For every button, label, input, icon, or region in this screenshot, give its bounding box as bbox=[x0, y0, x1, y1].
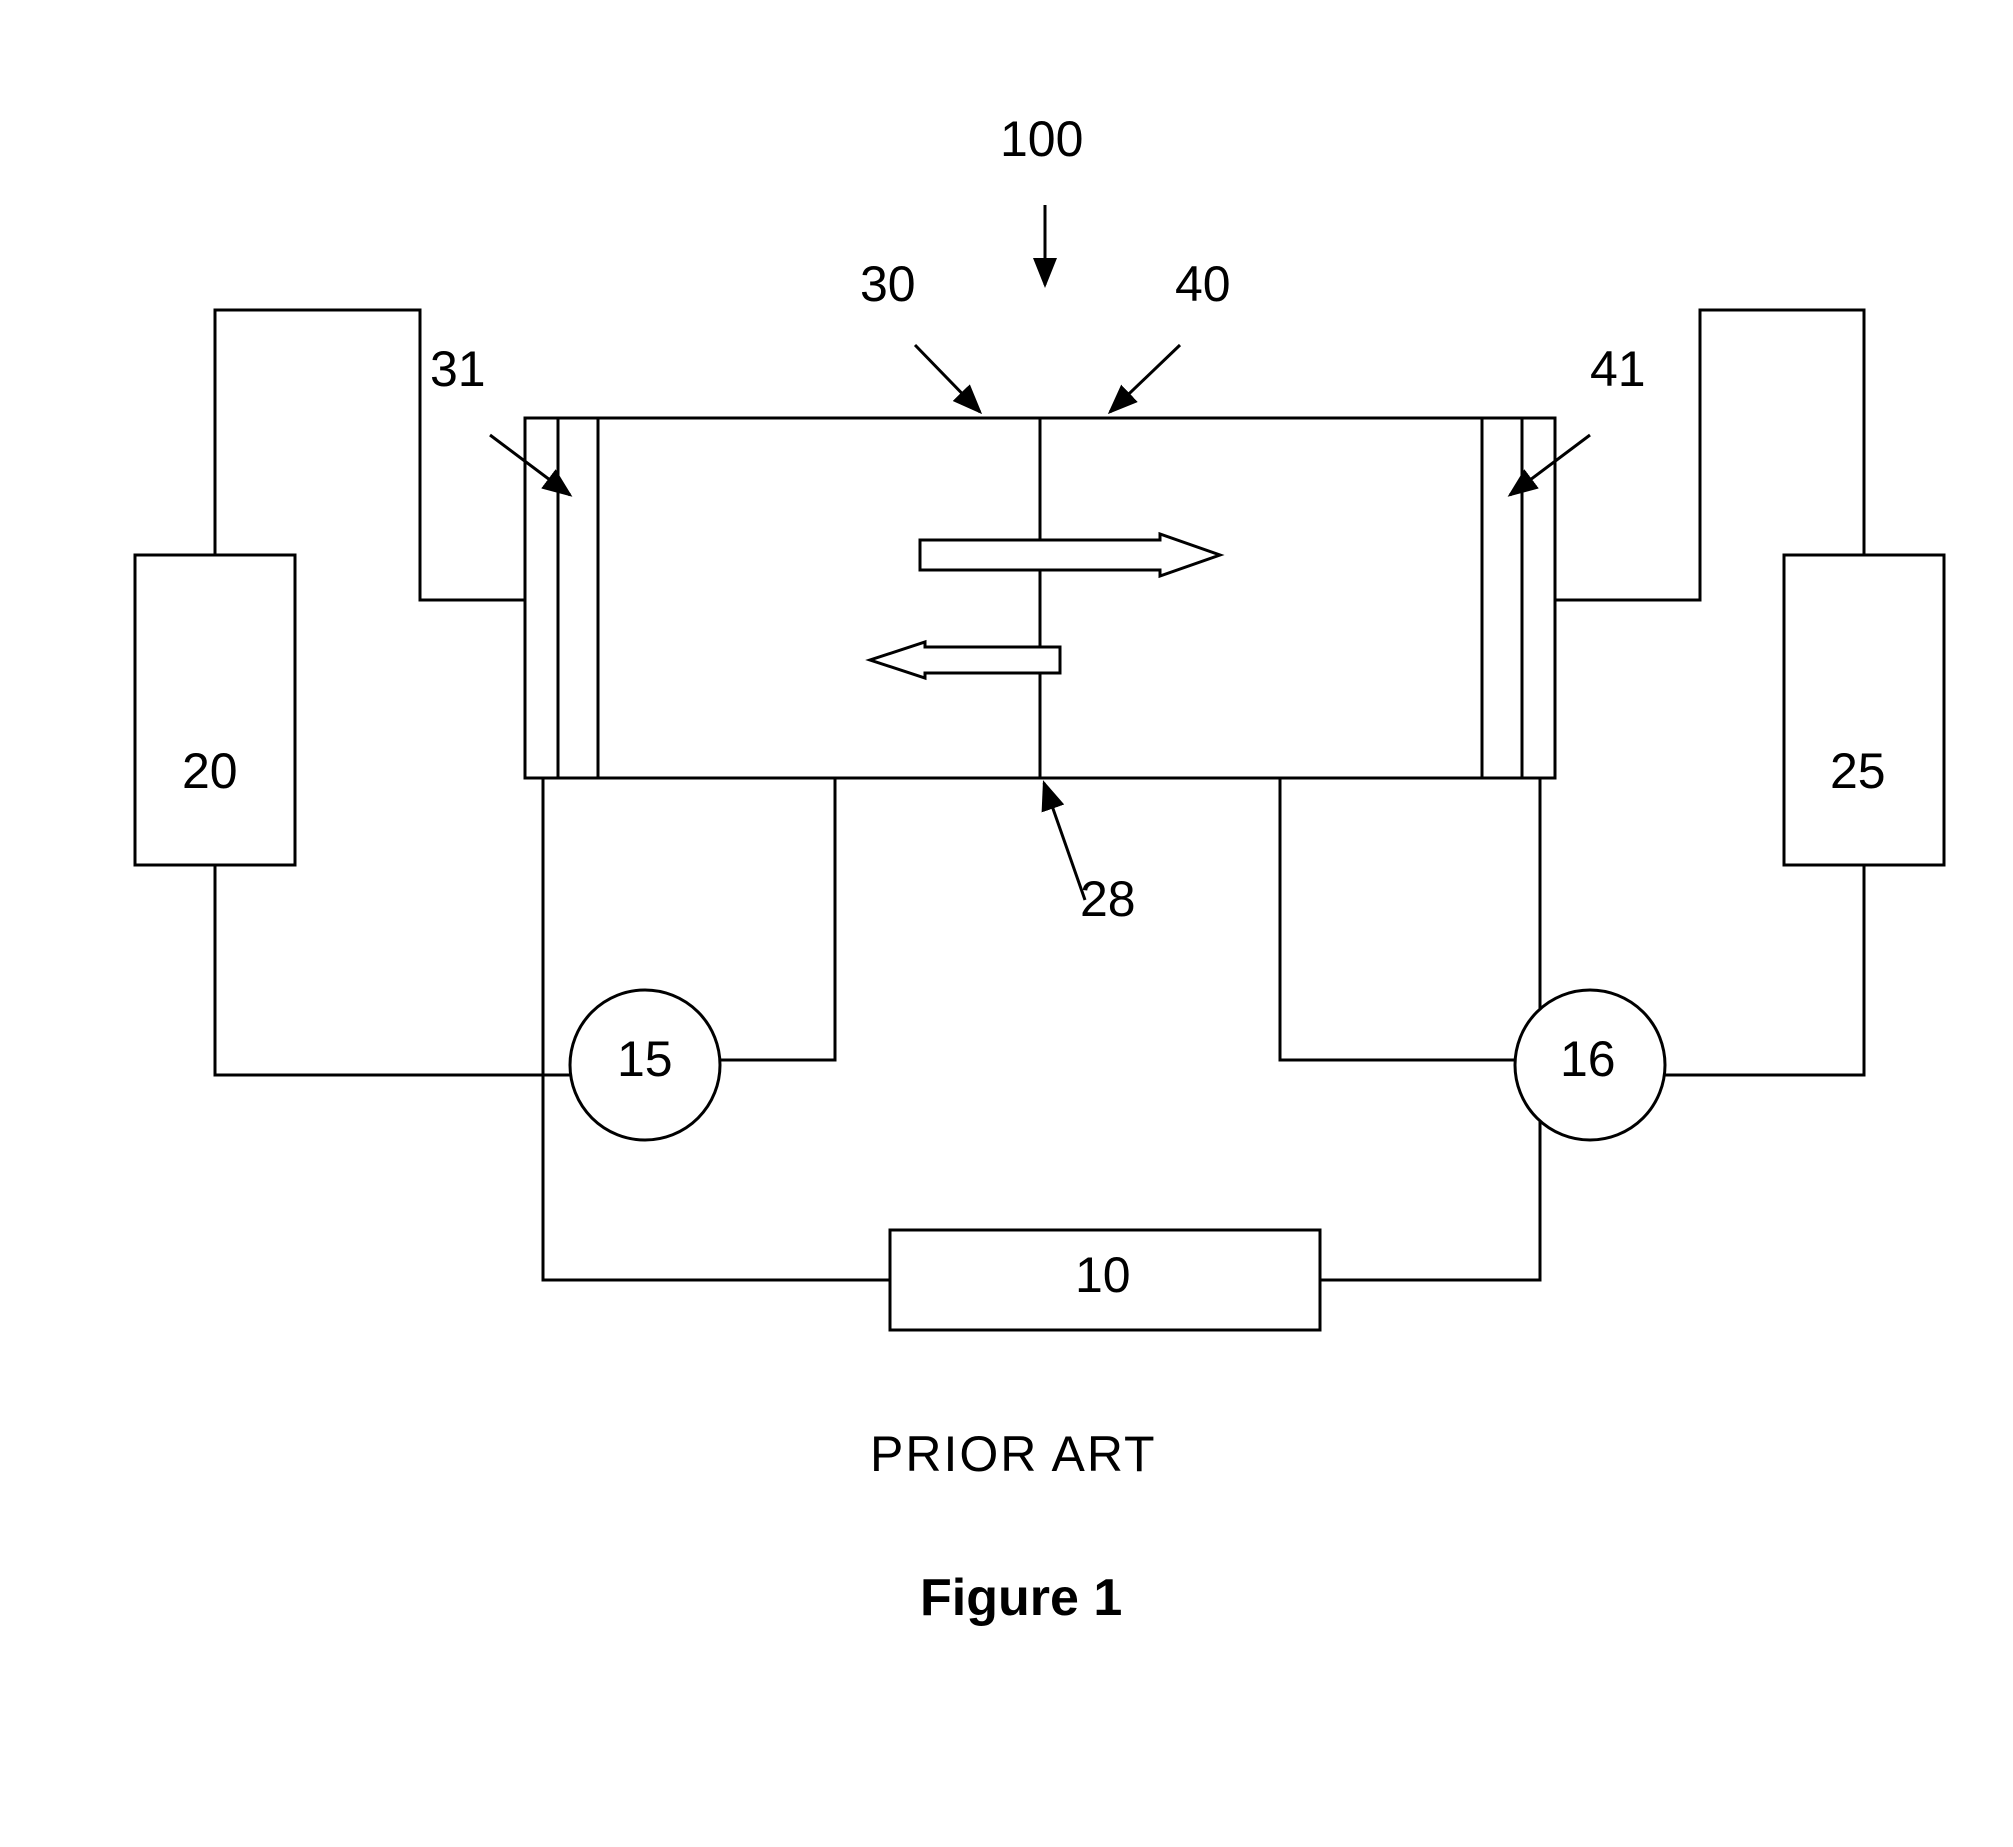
label-10: 10 bbox=[1075, 1246, 1131, 1304]
tank-right bbox=[1784, 555, 1944, 865]
label-41: 41 bbox=[1590, 340, 1646, 398]
label-15: 15 bbox=[617, 1030, 673, 1088]
label-100: 100 bbox=[1000, 110, 1083, 168]
label-16: 16 bbox=[1560, 1030, 1616, 1088]
label-30: 30 bbox=[860, 255, 916, 313]
label-20: 20 bbox=[182, 742, 238, 800]
diagram-canvas: 100 30 40 31 41 28 20 25 15 16 10 PRIOR … bbox=[0, 0, 2013, 1847]
label-28: 28 bbox=[1080, 870, 1136, 928]
label-25: 25 bbox=[1830, 742, 1886, 800]
caption-prior-art: PRIOR ART bbox=[870, 1425, 1157, 1483]
flow-arrow-right bbox=[920, 534, 1220, 576]
tank-left bbox=[135, 555, 295, 865]
left-electrode bbox=[558, 418, 598, 778]
label-40: 40 bbox=[1175, 255, 1231, 313]
label-31: 31 bbox=[430, 340, 486, 398]
right-electrode bbox=[1482, 418, 1522, 778]
caption-figure: Figure 1 bbox=[920, 1568, 1122, 1628]
